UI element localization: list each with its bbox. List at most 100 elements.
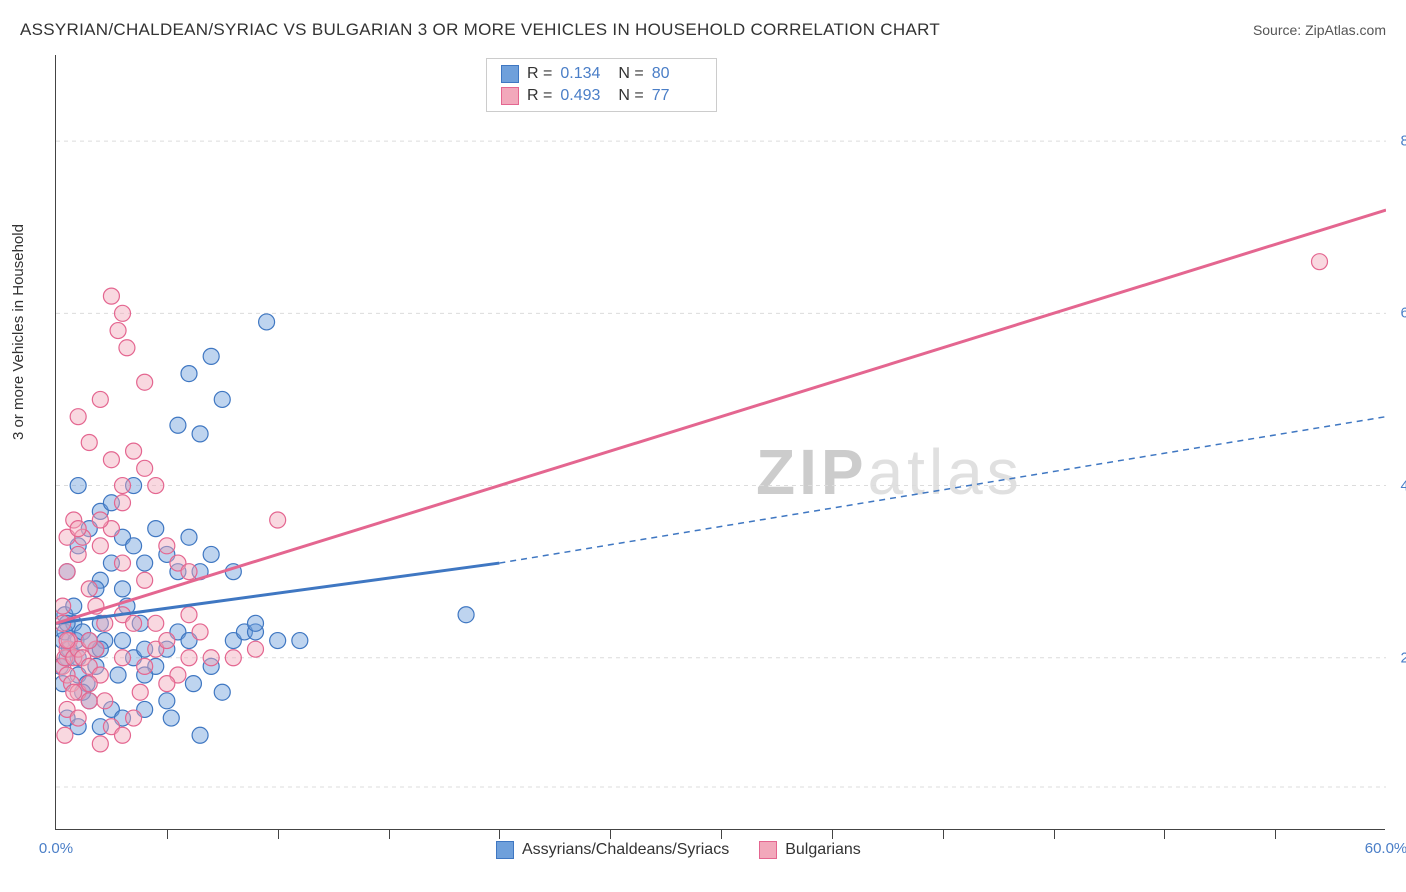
bottom-legend: Assyrians/Chaldeans/Syriacs Bulgarians bbox=[496, 841, 861, 859]
legend-label: Bulgarians bbox=[785, 841, 861, 859]
data-point bbox=[119, 340, 135, 356]
data-point bbox=[203, 348, 219, 364]
data-point bbox=[115, 727, 131, 743]
data-point bbox=[163, 710, 179, 726]
data-point bbox=[92, 391, 108, 407]
data-point bbox=[81, 633, 97, 649]
x-tick bbox=[610, 829, 611, 839]
data-point bbox=[248, 615, 264, 631]
data-point bbox=[292, 633, 308, 649]
x-tick bbox=[1054, 829, 1055, 839]
data-point bbox=[115, 650, 131, 666]
x-tick bbox=[1164, 829, 1165, 839]
data-point bbox=[70, 478, 86, 494]
data-point bbox=[148, 521, 164, 537]
data-point bbox=[110, 323, 126, 339]
data-point bbox=[57, 727, 73, 743]
data-point bbox=[159, 693, 175, 709]
data-point bbox=[66, 684, 82, 700]
n-value: 80 bbox=[652, 65, 702, 83]
data-point bbox=[192, 624, 208, 640]
data-point bbox=[70, 409, 86, 425]
data-point bbox=[185, 676, 201, 692]
legend-item: Bulgarians bbox=[759, 841, 861, 859]
data-point bbox=[259, 314, 275, 330]
data-point bbox=[92, 512, 108, 528]
data-point bbox=[115, 555, 131, 571]
legend-label: Assyrians/Chaldeans/Syriacs bbox=[522, 841, 729, 859]
x-tick bbox=[943, 829, 944, 839]
data-point bbox=[203, 546, 219, 562]
n-label: N = bbox=[618, 65, 643, 83]
r-label: R = bbox=[527, 87, 552, 105]
data-point bbox=[70, 546, 86, 562]
data-point bbox=[110, 667, 126, 683]
data-point bbox=[81, 581, 97, 597]
chart-title: ASSYRIAN/CHALDEAN/SYRIAC VS BULGARIAN 3 … bbox=[20, 20, 940, 40]
data-point bbox=[458, 607, 474, 623]
data-point bbox=[192, 727, 208, 743]
x-tick bbox=[278, 829, 279, 839]
data-point bbox=[270, 512, 286, 528]
regression-line-extrapolated bbox=[499, 417, 1386, 563]
n-label: N = bbox=[618, 87, 643, 105]
data-point bbox=[103, 452, 119, 468]
data-point bbox=[248, 641, 264, 657]
data-point bbox=[137, 460, 153, 476]
data-point bbox=[270, 633, 286, 649]
stats-legend-box: R =0.134N =80R =0.493N =77 bbox=[486, 58, 717, 112]
data-point bbox=[81, 693, 97, 709]
data-point bbox=[148, 615, 164, 631]
data-point bbox=[70, 710, 86, 726]
data-point bbox=[103, 288, 119, 304]
data-point bbox=[59, 633, 75, 649]
r-value: 0.493 bbox=[560, 87, 610, 105]
data-point bbox=[214, 684, 230, 700]
r-value: 0.134 bbox=[560, 65, 610, 83]
n-value: 77 bbox=[652, 87, 702, 105]
data-point bbox=[159, 538, 175, 554]
x-tick bbox=[832, 829, 833, 839]
data-point bbox=[126, 443, 142, 459]
data-point bbox=[170, 417, 186, 433]
source-label: Source: ZipAtlas.com bbox=[1253, 22, 1386, 38]
data-point bbox=[92, 736, 108, 752]
chart-area: ZIPatlas R =0.134N =80R =0.493N =77 Assy… bbox=[55, 55, 1385, 830]
x-tick-label: 0.0% bbox=[39, 840, 73, 857]
data-point bbox=[126, 538, 142, 554]
data-point bbox=[115, 581, 131, 597]
data-point bbox=[137, 658, 153, 674]
data-point bbox=[181, 607, 197, 623]
data-point bbox=[132, 684, 148, 700]
data-point bbox=[81, 435, 97, 451]
data-point bbox=[115, 305, 131, 321]
data-point bbox=[148, 478, 164, 494]
data-point bbox=[92, 538, 108, 554]
data-point bbox=[115, 495, 131, 511]
data-point bbox=[70, 521, 86, 537]
data-point bbox=[192, 426, 208, 442]
y-axis-label: 3 or more Vehicles in Household bbox=[10, 224, 27, 440]
legend-swatch bbox=[759, 841, 777, 859]
data-point bbox=[181, 366, 197, 382]
regression-line bbox=[56, 210, 1386, 623]
legend-swatch bbox=[496, 841, 514, 859]
data-point bbox=[203, 650, 219, 666]
y-tick-label: 20.0% bbox=[1400, 649, 1406, 666]
data-point bbox=[181, 650, 197, 666]
legend-swatch bbox=[501, 65, 519, 83]
data-point bbox=[81, 676, 97, 692]
legend-swatch bbox=[501, 87, 519, 105]
data-point bbox=[126, 710, 142, 726]
y-tick-label: 80.0% bbox=[1400, 133, 1406, 150]
data-point bbox=[59, 564, 75, 580]
plot-svg bbox=[56, 55, 1386, 830]
data-point bbox=[1312, 254, 1328, 270]
data-point bbox=[97, 693, 113, 709]
x-tick bbox=[167, 829, 168, 839]
x-tick bbox=[1275, 829, 1276, 839]
y-tick-label: 40.0% bbox=[1400, 477, 1406, 494]
data-point bbox=[214, 391, 230, 407]
data-point bbox=[115, 633, 131, 649]
data-point bbox=[126, 615, 142, 631]
